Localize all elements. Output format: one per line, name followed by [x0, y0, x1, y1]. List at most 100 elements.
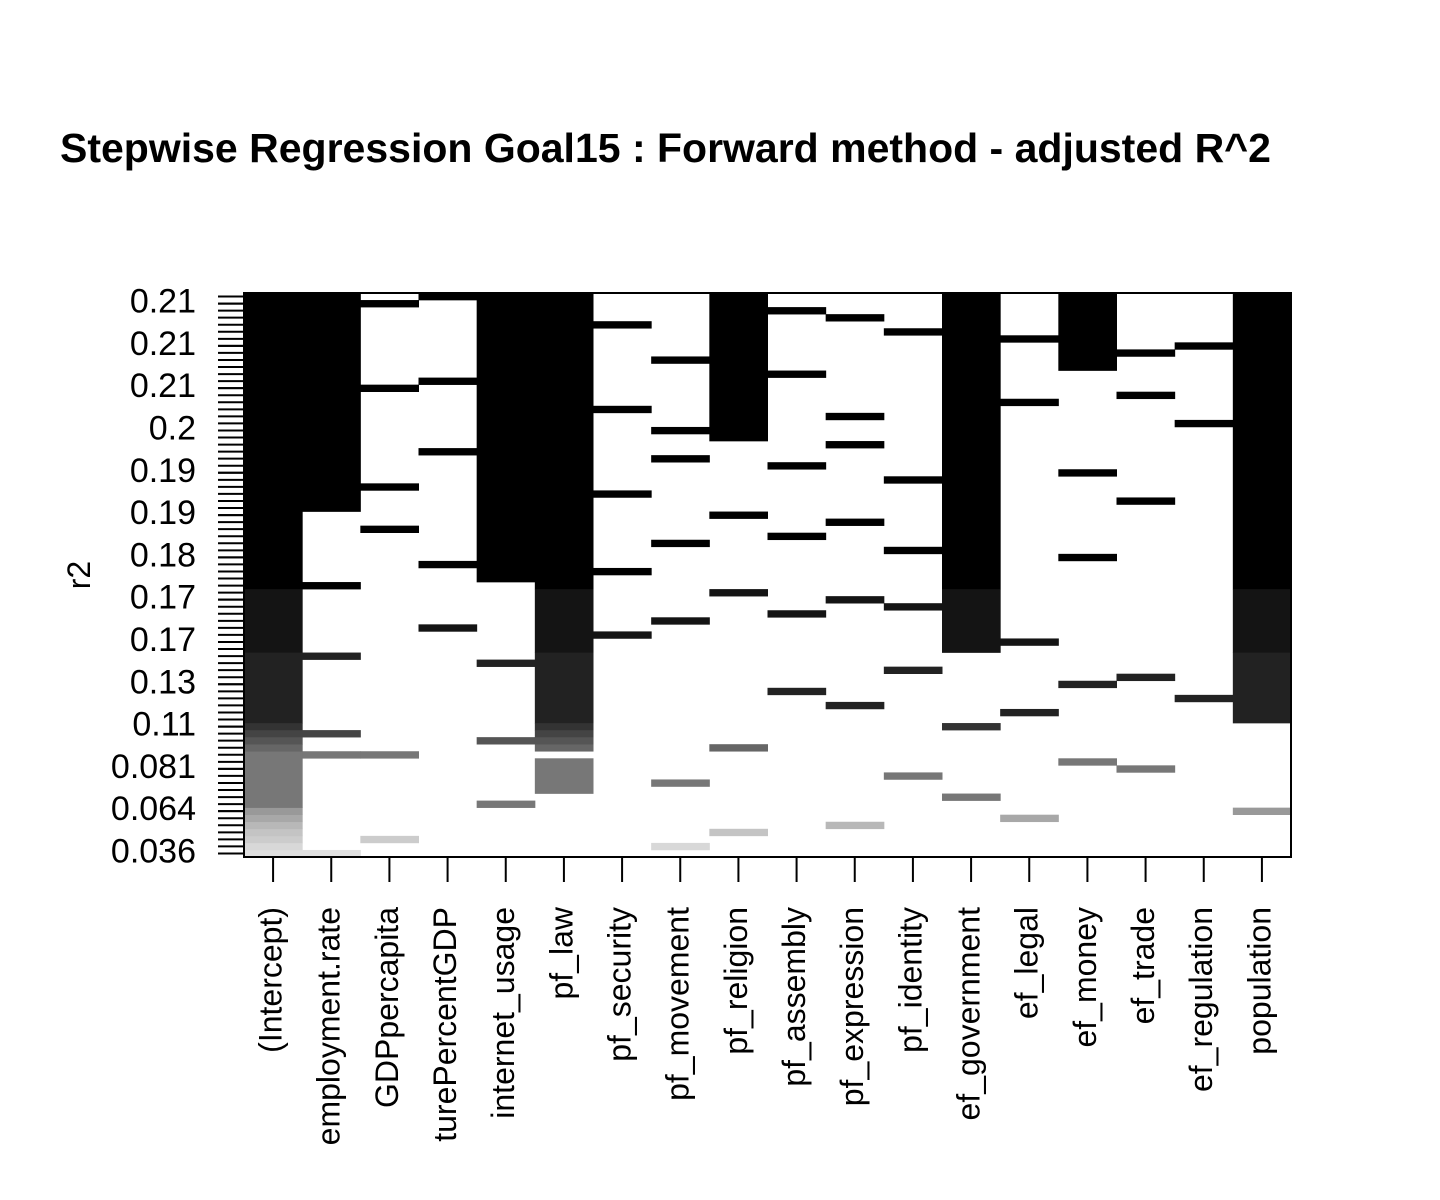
- cell: [1116, 497, 1176, 505]
- y-tick-label: 0.21: [130, 325, 196, 363]
- y-tick-label: 0.081: [111, 748, 196, 786]
- cell: [360, 300, 419, 308]
- cell: [651, 617, 710, 625]
- cell: [651, 842, 710, 851]
- y-tick-label: 0.17: [130, 621, 196, 659]
- cell: [302, 730, 361, 738]
- cell: [593, 567, 652, 576]
- cell: [1116, 673, 1176, 682]
- y-tick-label: 0.036: [111, 832, 196, 870]
- cell: [360, 751, 419, 759]
- cell: [1058, 680, 1117, 689]
- cell: [534, 737, 594, 745]
- cell: [302, 849, 361, 858]
- cell: [651, 539, 710, 548]
- cell: [1116, 765, 1176, 773]
- cell: [534, 730, 594, 738]
- cell: [825, 441, 885, 449]
- cell: [476, 737, 536, 745]
- cell: [244, 814, 303, 823]
- y-tick-label: 0.11: [132, 706, 196, 744]
- cell: [1058, 758, 1117, 766]
- cell: [1000, 638, 1059, 646]
- cell: [244, 821, 303, 830]
- x-tick-label: pf_expression: [834, 907, 870, 1106]
- cell: [1000, 814, 1059, 823]
- cell: [942, 293, 1001, 590]
- y-tick-label: 0.19: [130, 494, 196, 532]
- cell: [1058, 469, 1117, 477]
- cell: [1058, 293, 1117, 371]
- x-tick-label: ef_trade: [1125, 907, 1161, 1024]
- x-tick-label: pf_assembly: [776, 907, 812, 1087]
- cell: [883, 328, 943, 336]
- cell: [244, 293, 303, 590]
- x-tick-label: pf_movement: [660, 907, 696, 1101]
- cell: [1232, 589, 1292, 653]
- cell: [418, 293, 478, 301]
- cell: [360, 835, 419, 844]
- cell: [883, 476, 943, 484]
- cell: [593, 405, 652, 414]
- y-tick-label: 0.21: [130, 367, 196, 405]
- cell: [883, 772, 943, 780]
- cell: [1232, 807, 1292, 815]
- cell: [302, 652, 361, 660]
- cell: [767, 687, 827, 696]
- x-tick-label: ef_money: [1067, 907, 1103, 1048]
- cell: [244, 751, 303, 808]
- cell: [244, 842, 303, 851]
- y-tick-label: 0.17: [130, 579, 196, 617]
- cell: [825, 596, 885, 604]
- cell: [534, 723, 594, 731]
- x-tick-label: pf_security: [602, 907, 638, 1062]
- cell: [593, 321, 652, 329]
- cell: [418, 377, 478, 385]
- cell: [360, 525, 419, 533]
- cell: [767, 307, 827, 315]
- cell: [360, 384, 419, 392]
- chart-title: Stepwise Regression Goal15 : Forward met…: [60, 125, 1271, 171]
- cell: [651, 356, 710, 364]
- cell: [302, 293, 361, 512]
- cell: [1000, 708, 1059, 717]
- cell: [651, 426, 710, 435]
- x-tick-label: population: [1241, 907, 1277, 1055]
- cell: [476, 293, 536, 583]
- cell: [825, 518, 885, 526]
- cell: [1000, 398, 1059, 407]
- cell: [476, 659, 536, 667]
- cell: [244, 652, 303, 724]
- x-tick-label: pf_religion: [718, 907, 754, 1055]
- cell: [244, 737, 303, 745]
- cell: [651, 455, 710, 463]
- cell: [534, 293, 594, 590]
- cell: [825, 314, 885, 322]
- cell: [302, 582, 361, 590]
- cell: [244, 723, 303, 731]
- cell: [1058, 553, 1117, 562]
- cell: [709, 293, 768, 442]
- cell: [767, 370, 827, 378]
- cell: [883, 666, 943, 674]
- cell: [534, 744, 594, 752]
- y-tick-label: 0.21: [130, 283, 196, 321]
- x-tick-label: internet_usage: [485, 907, 521, 1119]
- cell: [825, 821, 885, 830]
- cell: [1232, 652, 1292, 724]
- cell: [418, 624, 478, 632]
- x-tick-label: ef_regulation: [1183, 907, 1219, 1092]
- cell: [418, 448, 478, 456]
- cell: [244, 744, 303, 752]
- cell: [593, 490, 652, 498]
- cell: [709, 744, 768, 752]
- cells: [244, 293, 1292, 858]
- cell: [942, 589, 1001, 653]
- y-tick-label: 0.2: [149, 409, 196, 447]
- cell: [360, 483, 419, 491]
- cell: [244, 835, 303, 844]
- cell: [1116, 391, 1176, 400]
- cell: [244, 807, 303, 815]
- cell: [418, 560, 478, 569]
